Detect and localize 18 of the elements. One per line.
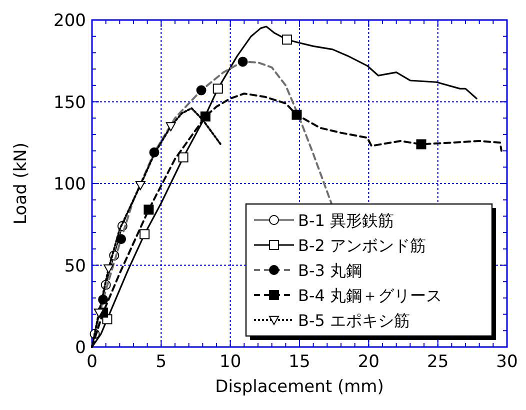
y-tick-label: 200 — [54, 11, 86, 31]
x-tick-label: 15 — [288, 352, 310, 372]
legend-label: B-1 異形鉄筋 — [298, 211, 394, 230]
x-tick-label: 5 — [156, 352, 167, 372]
y-tick-label: 50 — [64, 256, 86, 276]
x-tick-label: 10 — [220, 352, 242, 372]
x-tick-label: 25 — [427, 352, 449, 372]
y-axis-title: Load (kN) — [11, 142, 31, 225]
x-tick-label: 30 — [496, 352, 518, 372]
x-tick-label: 20 — [358, 352, 380, 372]
y-tick-label: 0 — [75, 338, 86, 358]
legend-label: B-4 丸鋼＋グリース — [298, 286, 442, 305]
y-tick-label: 100 — [54, 174, 86, 194]
y-tick-label: 150 — [54, 92, 86, 113]
x-axis-title: Displacement (mm) — [215, 377, 384, 397]
legend-label: B-2 アンボンド筋 — [298, 236, 426, 255]
legend-label: B-5 エポキシ筋 — [298, 311, 410, 330]
legend-label: B-3 丸鋼 — [298, 261, 362, 280]
